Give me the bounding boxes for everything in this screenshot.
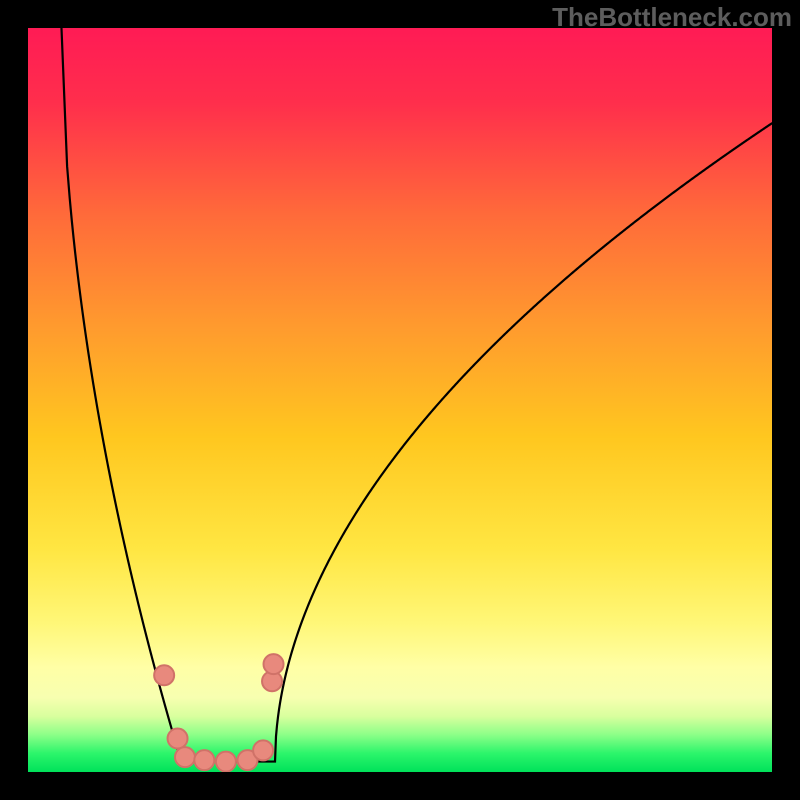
- curve-marker: [175, 747, 195, 767]
- chart-svg: [0, 0, 800, 800]
- curve-marker: [264, 654, 284, 674]
- curve-marker: [216, 752, 236, 772]
- curve-marker: [168, 729, 188, 749]
- curve-marker: [154, 665, 174, 685]
- plot-area: [28, 28, 772, 772]
- chart-frame: TheBottleneck.com: [0, 0, 800, 800]
- plot-background-gradient: [28, 28, 772, 772]
- watermark-text: TheBottleneck.com: [552, 2, 792, 33]
- curve-marker: [253, 740, 273, 760]
- curve-marker: [194, 750, 214, 770]
